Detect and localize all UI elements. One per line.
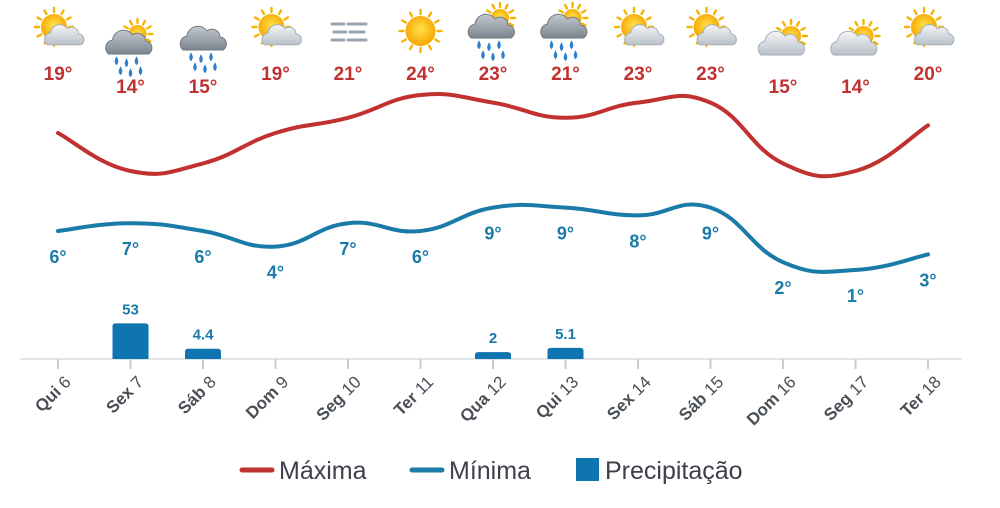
x-tick-label: Dom 9 <box>242 372 292 422</box>
sun-behind-cloud-icon <box>251 6 302 48</box>
x-tick-label: Seg 10 <box>313 372 365 424</box>
min-temp-label: 6° <box>49 247 66 267</box>
x-tick-label: Qui 6 <box>31 372 75 416</box>
x-tick-label: Sáb 15 <box>675 372 727 424</box>
max-temp-label: 19° <box>44 64 73 85</box>
temperature-lines <box>56 92 930 274</box>
chart-legend: Máxima Mínima Precipitação <box>239 457 743 485</box>
x-tick-label: Qua 12 <box>456 372 510 426</box>
max-temp-label: 15° <box>769 77 798 98</box>
precipitation-label: 4.4 <box>193 327 215 344</box>
min-temp-label: 9° <box>702 224 719 244</box>
min-temp-label: 6° <box>194 247 211 267</box>
cloud-rain-icon <box>179 25 227 74</box>
sun-behind-cloud-icon <box>33 6 85 48</box>
weather-icons <box>33 1 955 78</box>
x-tick-label: Sáb 8 <box>174 372 220 418</box>
min-temp-label: 7° <box>122 239 139 259</box>
sun-behind-cloud-icon <box>613 6 665 48</box>
max-temp-label: 21° <box>551 64 580 85</box>
precipitation-label: 5.1 <box>555 326 576 343</box>
max-temp-label: 14° <box>116 77 145 98</box>
max-temp-label: 20° <box>914 64 943 85</box>
cloud-sun-icon <box>830 18 881 56</box>
max-temp-label: 21° <box>334 64 363 85</box>
x-tick-label: Qui 13 <box>532 372 582 422</box>
min-temp-label: 6° <box>412 247 429 267</box>
fog-icon <box>330 22 368 42</box>
legend-label: Precipitação <box>605 457 743 485</box>
max-temp-label: 19° <box>261 64 290 85</box>
precipitation-label: 2 <box>489 330 497 347</box>
max-temp-label: 14° <box>841 77 870 98</box>
max-temp-label: 24° <box>406 64 435 85</box>
legend-item: Máxima <box>239 457 367 485</box>
max-temp-label: 23° <box>479 64 508 85</box>
min-temp-label: 2° <box>774 278 791 298</box>
legend-label: Mínima <box>449 457 531 485</box>
legend-label: Máxima <box>279 457 367 485</box>
precipitation-bar <box>547 347 584 359</box>
x-axis: Qui 6 Sex 7 Sáb 8 Dom 9 Seg 10 Ter 11 Qua 12 Qu… <box>31 359 945 429</box>
min-temp-label: 1° <box>847 286 864 306</box>
min-temp-label: 3° <box>919 270 936 290</box>
min-temp-label: 7° <box>339 239 356 259</box>
temperature-labels: 19° 14° 15° 19° 21° 24° 23° 21° 23° 23° 15° 14° 20° 6… <box>44 64 943 306</box>
precipitation-bar <box>475 352 511 359</box>
precipitation-bar <box>185 348 221 359</box>
precipitation-bars: 53 4.4 2 5.1 <box>20 301 962 360</box>
precipitation-label: 53 <box>122 301 139 318</box>
sun-icon <box>398 8 443 54</box>
max-temperature-line <box>56 92 930 179</box>
cloud-sun-icon <box>757 18 809 56</box>
sun-behind-cloud-icon <box>686 6 737 48</box>
x-tick-label: Seg 17 <box>820 372 872 424</box>
x-tick-label: Ter 18 <box>897 372 945 420</box>
min-temp-label: 9° <box>484 224 501 244</box>
x-tick-label: Dom 16 <box>743 372 800 429</box>
x-tick-label: Sex 7 <box>102 372 147 417</box>
sun-behind-cloud-icon <box>903 6 955 48</box>
min-temp-label: 8° <box>629 231 646 251</box>
cloud-rain-sun-icon <box>467 1 517 62</box>
cloud-rain-sun-icon <box>540 1 589 62</box>
max-temp-label: 23° <box>696 64 725 85</box>
x-tick-label: Ter 11 <box>390 372 437 419</box>
min-temp-label: 9° <box>557 224 574 244</box>
max-temp-label: 23° <box>624 64 653 85</box>
max-temp-label: 15° <box>189 77 218 98</box>
cloud-rain-sun-icon <box>105 17 154 78</box>
legend-swatch <box>576 458 599 481</box>
precipitation-bar <box>112 323 149 359</box>
min-temp-label: 4° <box>267 263 284 283</box>
min-temperature-line <box>56 202 930 274</box>
legend-item: Mínima <box>409 457 531 485</box>
x-tick-label: Sex 14 <box>603 372 655 424</box>
legend-item: Precipitação <box>576 457 743 485</box>
